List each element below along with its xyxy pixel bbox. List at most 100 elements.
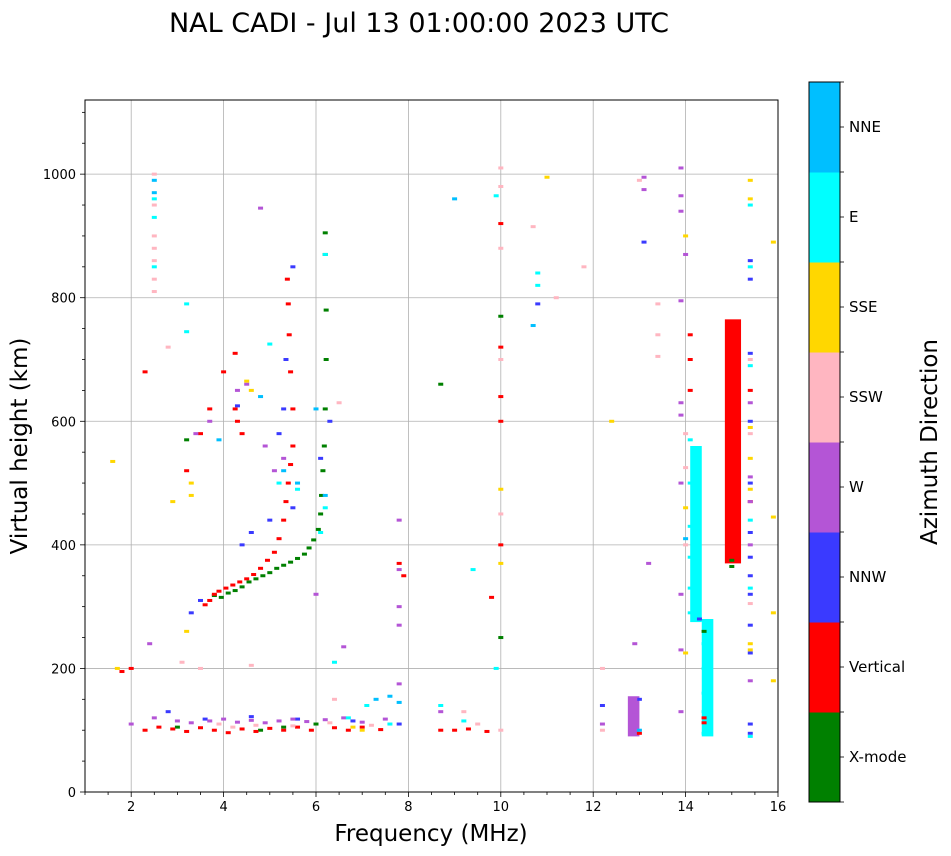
y-tick-label: 800 — [51, 292, 76, 307]
data-point — [544, 175, 550, 179]
data-point — [701, 710, 707, 714]
data-point — [484, 729, 490, 733]
data-point — [216, 722, 222, 726]
data-point — [211, 592, 217, 596]
data-point — [498, 728, 504, 732]
data-point — [396, 568, 402, 572]
x-tick-label: 16 — [770, 800, 787, 815]
data-point — [498, 314, 504, 318]
data-point — [747, 197, 753, 201]
data-point — [609, 419, 615, 423]
data-point — [632, 642, 638, 646]
data-point — [396, 605, 402, 609]
data-point — [747, 425, 753, 429]
data-point — [288, 370, 294, 374]
data-point — [461, 710, 467, 714]
data-point — [295, 725, 301, 729]
data-point — [290, 444, 296, 448]
colorbar-segment — [809, 712, 840, 803]
data-point — [632, 710, 638, 714]
data-point — [747, 642, 753, 646]
data-point — [678, 194, 684, 198]
data-point — [498, 185, 504, 188]
plot-area: 2 4 6 8 10 12 14 16 0 200 400 600 800 1000 — [43, 99, 787, 815]
data-point — [304, 720, 310, 724]
data-point — [747, 679, 753, 683]
data-point — [341, 645, 347, 649]
data-point — [452, 728, 458, 732]
data-point — [239, 543, 245, 547]
data-point — [232, 351, 238, 355]
colorbar-tick-label: Vertical — [849, 658, 905, 676]
data-band — [627, 696, 640, 737]
data-point — [747, 500, 753, 504]
data-point — [396, 623, 402, 627]
data-point — [258, 728, 264, 732]
data-point — [747, 364, 753, 368]
data-point — [683, 252, 689, 256]
data-point — [290, 265, 296, 269]
series-e — [151, 194, 753, 738]
data-point — [267, 518, 273, 522]
data-point — [271, 469, 277, 473]
data-point — [285, 481, 291, 485]
data-point — [142, 370, 148, 374]
data-point — [262, 721, 268, 725]
data-point — [232, 407, 238, 411]
data-point — [687, 611, 693, 615]
data-point — [244, 379, 250, 383]
data-point — [198, 726, 203, 730]
data-point — [321, 444, 327, 448]
data-point — [396, 722, 402, 726]
data-point — [687, 524, 693, 528]
data-point — [281, 725, 287, 729]
data-point — [151, 203, 157, 207]
data-point — [295, 556, 301, 560]
data-point — [747, 178, 753, 182]
data-point — [683, 543, 689, 547]
data-point — [271, 550, 277, 554]
data-point — [747, 203, 753, 207]
data-point — [636, 731, 642, 735]
data-point — [198, 432, 203, 436]
data-point — [283, 358, 289, 361]
data-point — [678, 592, 684, 596]
data-point — [641, 188, 647, 192]
data-point — [202, 717, 208, 721]
data-point — [655, 333, 661, 337]
data-point — [234, 720, 240, 724]
data-point — [313, 407, 319, 411]
data-point — [248, 715, 254, 719]
data-point — [701, 629, 707, 633]
data-band — [724, 319, 742, 564]
data-point — [701, 716, 707, 720]
data-point — [230, 725, 236, 729]
data-point — [281, 456, 287, 460]
data-point — [286, 333, 292, 337]
data-point — [260, 574, 266, 578]
data-point — [179, 660, 185, 664]
data-point — [729, 564, 735, 568]
data-point — [683, 537, 689, 541]
data-point — [396, 700, 402, 704]
data-point — [747, 388, 753, 392]
colorbar-segment — [809, 352, 840, 443]
data-point — [322, 506, 328, 510]
data-point — [687, 388, 693, 392]
data-point — [747, 651, 753, 655]
data-point — [636, 728, 642, 732]
data-point — [267, 342, 273, 346]
data-point — [281, 469, 287, 473]
data-point — [498, 395, 504, 399]
data-point — [636, 178, 642, 182]
data-point — [253, 577, 259, 581]
y-tick-label: 0 — [68, 786, 76, 801]
data-point — [747, 592, 753, 596]
data-point — [234, 404, 240, 408]
data-point — [276, 719, 282, 723]
data-point — [747, 265, 753, 269]
data-point — [498, 246, 504, 250]
data-point — [244, 382, 250, 386]
data-point — [678, 209, 684, 213]
data-point — [729, 558, 735, 562]
